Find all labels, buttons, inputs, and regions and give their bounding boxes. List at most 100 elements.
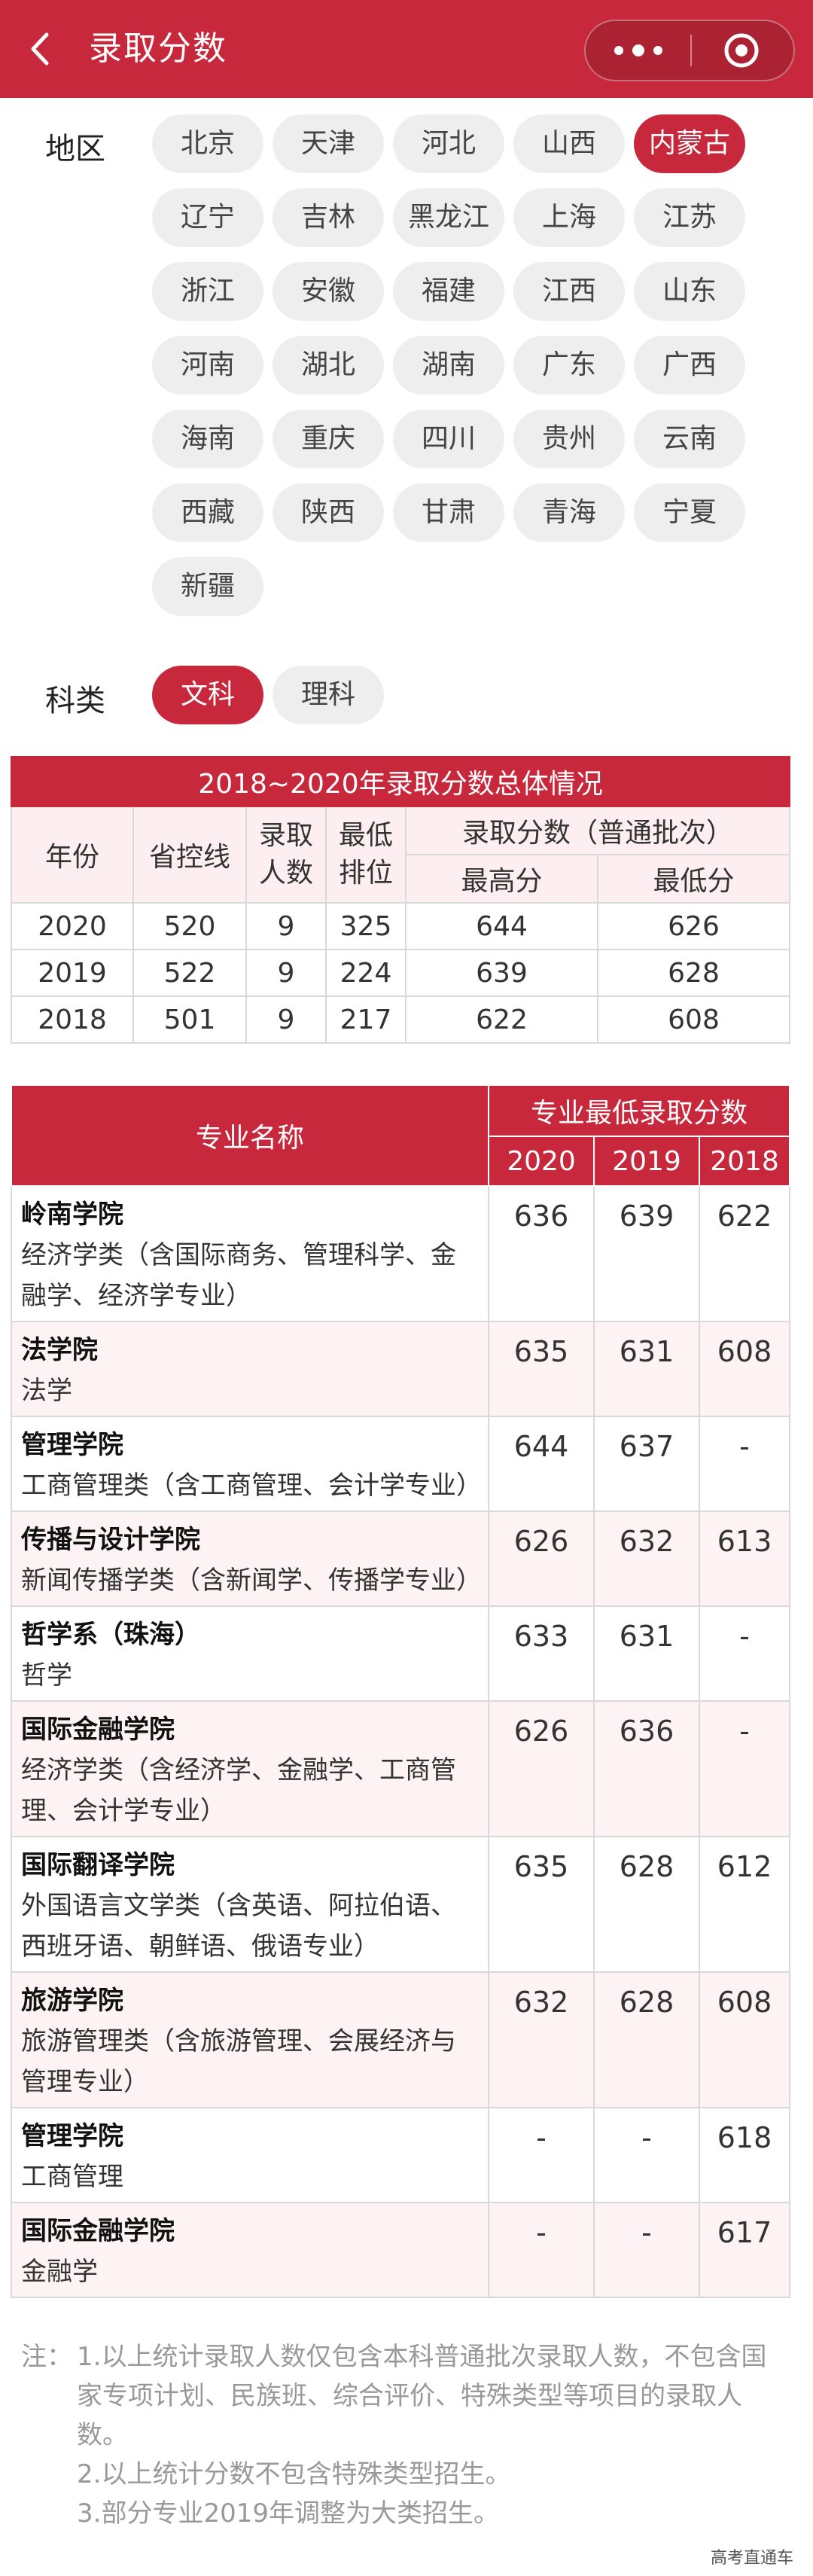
major-row: 国际金融学院 经济学类（含经济学、金融学、工商管理、会计学专业） 626 636- xyxy=(11,1700,791,1837)
score-cell-2019: 631 xyxy=(593,1605,700,1702)
region-chip[interactable]: 四川 xyxy=(393,410,504,468)
score-cell-2020: 632 xyxy=(488,1971,595,2108)
major-name-cell: 管理学院 工商管理类（含工商管理、会计学专业） xyxy=(11,1416,489,1512)
back-arrow-icon[interactable] xyxy=(26,30,56,68)
college-name: 岭南学院 xyxy=(21,1200,123,1230)
category-chip[interactable]: 理科 xyxy=(273,666,384,724)
region-chip[interactable]: 贵州 xyxy=(513,410,625,468)
summary-cell-year: 2020 xyxy=(11,902,134,950)
region-chip[interactable]: 云南 xyxy=(634,410,745,468)
region-chip[interactable]: 广西 xyxy=(634,336,745,395)
region-chip[interactable]: 黑龙江 xyxy=(393,188,504,247)
notes-body: 1.以上统计录取人数仅包含本科普通批次录取人数，不包含国家专项计划、民族班、综合… xyxy=(77,2337,792,2533)
col-year: 年份 xyxy=(11,806,134,904)
region-chip[interactable]: 上海 xyxy=(513,188,625,247)
summary-cell-count: 9 xyxy=(245,902,327,950)
score-cell-2019: 637 xyxy=(593,1416,700,1512)
major-row: 哲学系（珠海） 哲学 633 631- xyxy=(11,1605,791,1702)
college-name: 管理学院 xyxy=(21,1430,123,1460)
college-name: 哲学系（珠海） xyxy=(21,1620,200,1650)
col-2019: 2019 xyxy=(593,1136,700,1187)
major-name-cell: 哲学系（珠海） 哲学 xyxy=(11,1605,489,1702)
major-name: 法学 xyxy=(21,1376,72,1406)
region-chip[interactable]: 新疆 xyxy=(152,557,263,616)
college-name: 法学院 xyxy=(21,1335,98,1365)
summary-cell-max: 622 xyxy=(405,995,598,1044)
region-chip[interactable]: 重庆 xyxy=(273,410,384,468)
major-name-cell: 国际金融学院 金融学 xyxy=(11,2202,489,2298)
region-chip[interactable]: 安徽 xyxy=(273,262,384,321)
score-cell-2019: 632 xyxy=(593,1511,700,1607)
major-row: 管理学院 工商管理 - -618 xyxy=(11,2107,791,2203)
region-chip[interactable]: 江苏 xyxy=(634,188,745,247)
major-name: 工商管理 xyxy=(21,2162,123,2192)
region-chip[interactable]: 吉林 xyxy=(273,188,384,247)
score-cell-2020: 636 xyxy=(488,1185,595,1322)
major-row: 国际翻译学院 外国语言文学类（含英语、阿拉伯语、西班牙语、朝鲜语、俄语专业） 635… xyxy=(11,1836,791,1973)
score-cell-2019: 628 xyxy=(593,1971,700,2108)
col-2018: 2018 xyxy=(698,1136,791,1187)
summary-row: 2018 501 9 217 622 608 xyxy=(11,995,790,1044)
score-cell-2020: - xyxy=(488,2202,595,2298)
region-chip[interactable]: 湖南 xyxy=(393,336,504,395)
region-chip[interactable]: 青海 xyxy=(513,483,625,542)
score-cell-2019: - xyxy=(593,2202,700,2298)
region-chip[interactable]: 湖北 xyxy=(273,336,384,395)
col-control-line: 省控线 xyxy=(132,806,247,904)
summary-cell-min: 628 xyxy=(597,949,790,997)
score-cell-2018: - xyxy=(698,1416,791,1512)
college-name: 国际金融学院 xyxy=(21,1715,175,1745)
col-max-score: 最高分 xyxy=(405,854,598,904)
more-options-icon[interactable] xyxy=(586,21,690,80)
score-cell-2020: 635 xyxy=(488,1836,595,1973)
page-title: 录取分数 xyxy=(89,29,227,68)
region-chip[interactable]: 辽宁 xyxy=(152,188,263,247)
region-chip[interactable]: 浙江 xyxy=(152,262,263,321)
score-cell-2018: 622 xyxy=(698,1185,791,1322)
region-chip[interactable]: 天津 xyxy=(273,114,384,173)
college-name: 传播与设计学院 xyxy=(21,1525,200,1555)
region-chip[interactable]: 陕西 xyxy=(273,483,384,542)
major-name: 旅游管理类（含旅游管理、会展经济与管理专业） xyxy=(21,2026,456,2097)
region-chip[interactable]: 山东 xyxy=(634,262,745,321)
region-chip[interactable]: 江西 xyxy=(513,262,625,321)
summary-row: 2020 520 9 325 644 626 xyxy=(11,902,790,950)
major-row: 管理学院 工商管理类（含工商管理、会计学专业） 644 637- xyxy=(11,1416,791,1512)
summary-cell-control: 522 xyxy=(132,949,247,997)
col-min-rank: 最低排位 xyxy=(325,806,406,904)
region-chip[interactable]: 河南 xyxy=(152,336,263,395)
summary-cell-control: 520 xyxy=(132,902,247,950)
major-row: 法学院 法学 635 631 608 xyxy=(11,1321,791,1417)
score-cell-2018: 617 xyxy=(698,2202,791,2298)
close-target-icon[interactable] xyxy=(689,21,793,80)
majors-table: 专业名称 专业最低录取分数 2020 2019 2018 岭南学院 经济学类（含国… xyxy=(11,1084,791,2298)
region-chip[interactable]: 宁夏 xyxy=(634,483,745,542)
summary-row: 2019 522 9 224 639 628 xyxy=(11,949,790,997)
score-cell-2020: 626 xyxy=(488,1511,595,1607)
summary-cell-max: 639 xyxy=(405,949,598,997)
region-chip[interactable]: 山西 xyxy=(513,114,625,173)
score-cell-2020: 635 xyxy=(488,1321,595,1417)
region-chip[interactable]: 广东 xyxy=(513,336,625,395)
college-name: 管理学院 xyxy=(21,2121,123,2151)
major-name-cell: 岭南学院 经济学类（含国际商务、管理科学、金融学、经济学专业） xyxy=(11,1185,489,1322)
summary-cell-count: 9 xyxy=(245,949,327,997)
region-chip[interactable]: 内蒙古 xyxy=(634,114,745,173)
summary-cell-rank: 325 xyxy=(325,902,406,950)
region-chip[interactable]: 甘肃 xyxy=(393,483,504,542)
region-chip[interactable]: 河北 xyxy=(393,114,504,173)
score-cell-2018: 612 xyxy=(698,1836,791,1973)
region-chip[interactable]: 福建 xyxy=(393,262,504,321)
summary-cell-rank: 217 xyxy=(325,995,406,1044)
majors-section: 专业名称 专业最低录取分数 2020 2019 2018 岭南学院 经济学类（含国… xyxy=(11,1084,791,2298)
watermark: 高考直通车 xyxy=(710,2549,793,2568)
score-cell-2018: 613 xyxy=(698,1511,791,1607)
note-item: 3.部分专业2019年调整为大类招生。 xyxy=(77,2498,499,2529)
major-name-cell: 传播与设计学院 新闻传播学类（含新闻学、传播学专业） xyxy=(11,1511,489,1607)
score-cell-2018: - xyxy=(698,1605,791,1702)
region-chip[interactable]: 北京 xyxy=(152,114,263,173)
region-chip[interactable]: 西藏 xyxy=(152,483,263,542)
region-chip[interactable]: 海南 xyxy=(152,410,263,468)
category-chip[interactable]: 文科 xyxy=(152,666,263,724)
summary-cell-max: 644 xyxy=(405,902,598,950)
